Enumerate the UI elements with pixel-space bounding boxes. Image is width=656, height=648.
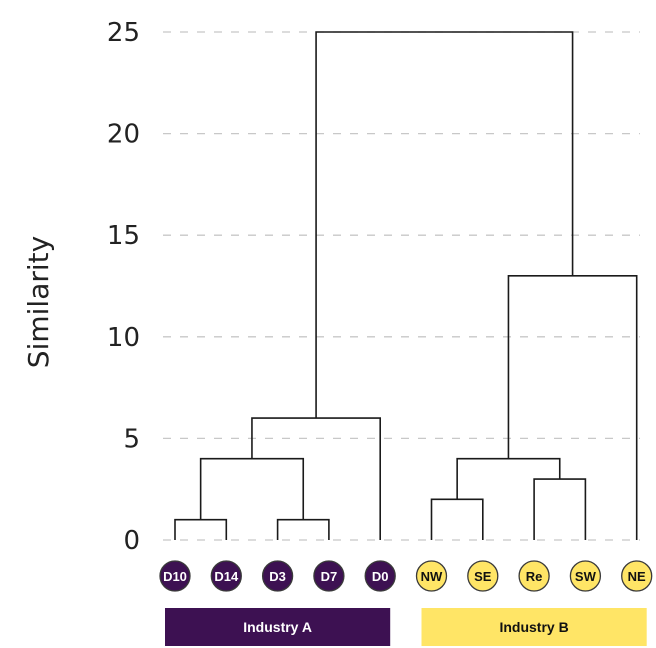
dendrogram-link: [199, 457, 305, 520]
dendrogram-link: [507, 275, 638, 540]
leaf-label: D3: [269, 569, 286, 584]
grid-lines: [163, 31, 640, 541]
leaf-marker: [467, 560, 499, 592]
y-tick-label: 25: [107, 18, 140, 48]
leaf-marker: [621, 560, 653, 592]
dendrogram-link: [533, 478, 587, 540]
leaf-label: D0: [372, 569, 389, 584]
dendrogram-link: [430, 498, 484, 540]
y-tick-label: 0: [123, 526, 140, 556]
leaf-label: SW: [575, 569, 597, 584]
dendrogram-link: [174, 518, 228, 540]
group-label: Industry A: [243, 619, 312, 635]
y-tick-label: 5: [123, 424, 140, 454]
group-bar: [165, 608, 391, 646]
leaf-marker: [415, 560, 448, 592]
group-bars: Industry A Industry B: [165, 608, 647, 646]
leaf-marker: [518, 560, 550, 592]
leaf-label: D14: [214, 569, 239, 584]
leaf-label: NE: [628, 569, 646, 584]
leaf-marker: [261, 560, 294, 592]
y-tick-label: 10: [107, 323, 140, 353]
dendrogram-link: [315, 31, 574, 419]
dendrogram-link: [251, 417, 381, 540]
leaf-marker: [159, 560, 191, 592]
leaf-markers: D10 D14 D3 D7 D0 NW SE Re SW NE: [159, 560, 653, 592]
y-tick-label: 20: [107, 120, 140, 150]
leaf-marker: [569, 560, 602, 592]
leaf-label: D10: [163, 569, 187, 584]
leaf-label: NW: [421, 569, 443, 584]
leaf-label: D7: [321, 569, 338, 584]
leaf-marker: [364, 560, 396, 592]
y-tick-label: 15: [107, 221, 140, 251]
leaf-marker: [210, 560, 242, 592]
group-bar: [421, 608, 647, 646]
y-axis: Similarity 0 5 10 15 20 25: [22, 18, 140, 556]
dendrogram-link: [276, 518, 330, 540]
dendrogram-links: [174, 31, 638, 540]
group-label: Industry B: [499, 619, 568, 635]
leaf-label: SE: [474, 569, 492, 584]
leaf-marker: [313, 560, 345, 592]
leaf-label: Re: [526, 569, 543, 584]
y-axis-label: Similarity: [22, 236, 55, 368]
